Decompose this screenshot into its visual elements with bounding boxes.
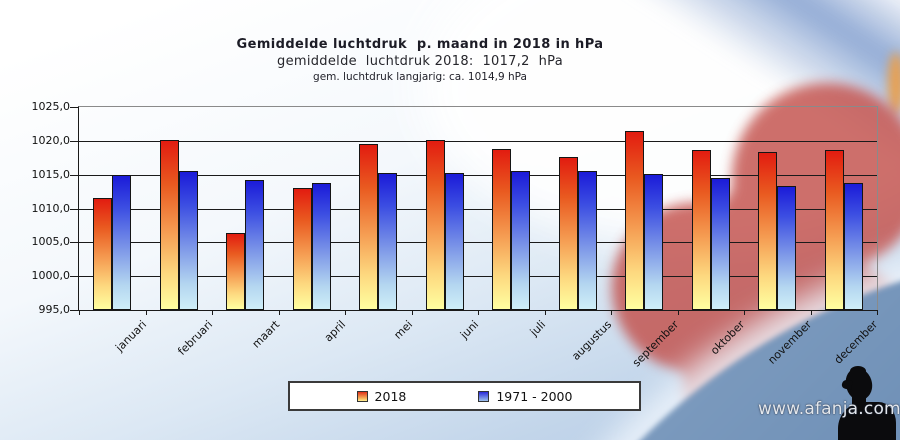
- legend-label-1971-2000: 1971 - 2000: [496, 388, 573, 404]
- bar-2018-augustus: [558, 157, 578, 310]
- y-axis-label: 1015,0: [31, 167, 71, 181]
- y-axis-label: 1025,0: [31, 100, 71, 113]
- x-axis-tick: [744, 310, 745, 315]
- bar-1971-2000-november: [777, 185, 796, 310]
- gridline: [79, 140, 877, 142]
- bar-1971-2000-oktober: [710, 178, 730, 310]
- legend-swatch-1971-2000-icon: [478, 390, 490, 402]
- bar-2018-mei: [359, 143, 378, 310]
- y-axis-tick: [70, 276, 79, 278]
- legend-entry-1971-2000: 1971 - 2000: [478, 389, 572, 404]
- x-axis-tick: [810, 310, 812, 315]
- chart-title: Gemiddelde luchtdruk p. maand in 2018 in…: [236, 37, 604, 52]
- y-axis-tick: [70, 208, 79, 210]
- bar-1971-2000-augustus: [577, 170, 597, 310]
- plot-area: [70, 106, 878, 315]
- bar-1971-2000-april: [311, 182, 331, 310]
- bar-2018-april: [292, 187, 312, 310]
- x-axis-tick: [145, 310, 147, 315]
- bar-2018-februari: [159, 140, 179, 310]
- y-axis-tick: [70, 140, 79, 142]
- y-axis-label: 1010,0: [31, 201, 71, 215]
- watermark-text: www.afanja.com: [758, 399, 900, 419]
- y-axis-tick: [70, 174, 79, 176]
- x-axis-tick: [79, 310, 80, 315]
- bar-1971-2000-mei: [378, 173, 397, 310]
- legend-swatch-2018-icon: [356, 390, 368, 402]
- bar-2018-december: [824, 150, 844, 310]
- x-axis-tick: [611, 310, 612, 315]
- bar-1971-2000-januari: [112, 175, 131, 310]
- chart-subtitle-longterm: gem. luchtdruk langjarig: ca. 1014,9 hPa: [313, 71, 527, 83]
- bar-1971-2000-februari: [178, 170, 198, 310]
- x-axis-tick: [345, 310, 346, 315]
- x-axis-tick: [278, 310, 280, 315]
- bar-2018-september: [625, 130, 644, 310]
- bar-2018-juli: [492, 148, 511, 310]
- x-axis-tick: [411, 310, 413, 315]
- silhouette-face: [841, 379, 853, 390]
- y-axis-label: 1020,0: [31, 133, 71, 147]
- y-axis-label: 1005,0: [31, 235, 71, 249]
- x-axis-tick: [212, 310, 213, 315]
- x-axis-tick: [544, 310, 546, 315]
- bar-2018-maart: [226, 232, 245, 310]
- bar-1971-2000-juni: [444, 173, 464, 310]
- x-axis-tick: [478, 310, 479, 315]
- bar-2018-juni: [425, 140, 445, 310]
- y-axis-label: 995,0: [38, 303, 71, 316]
- x-axis-tick: [677, 310, 679, 315]
- bar-1971-2000-december: [843, 182, 863, 310]
- chart-legend: 2018 1971 - 2000: [288, 381, 641, 411]
- x-axis-label-maart: maart: [249, 318, 282, 351]
- x-axis-label-november: november: [764, 318, 814, 367]
- legend-entry-2018: 2018: [356, 388, 407, 404]
- bar-1971-2000-september: [644, 174, 663, 310]
- bar-1971-2000-maart: [245, 180, 264, 310]
- bar-2018-november: [758, 151, 777, 310]
- y-axis-label: 1000,0: [31, 269, 71, 283]
- bar-2018-oktober: [691, 150, 711, 310]
- bar-1971-2000-juli: [511, 171, 530, 310]
- x-axis-label-februari: februari: [175, 318, 216, 358]
- chart-subtitle: gemiddelde luchtdruk 2018: 1017,2 hPa: [277, 54, 563, 69]
- legend-label-2018: 2018: [374, 388, 407, 404]
- y-axis-tick: [70, 242, 79, 244]
- x-axis-label-oktober: oktober: [708, 318, 748, 358]
- y-axis-tick: [70, 310, 79, 311]
- y-axis-tick: [70, 107, 79, 108]
- x-axis-label-januari: januari: [112, 318, 149, 355]
- x-axis-tick: [877, 310, 878, 315]
- bar-2018-januari: [93, 198, 112, 310]
